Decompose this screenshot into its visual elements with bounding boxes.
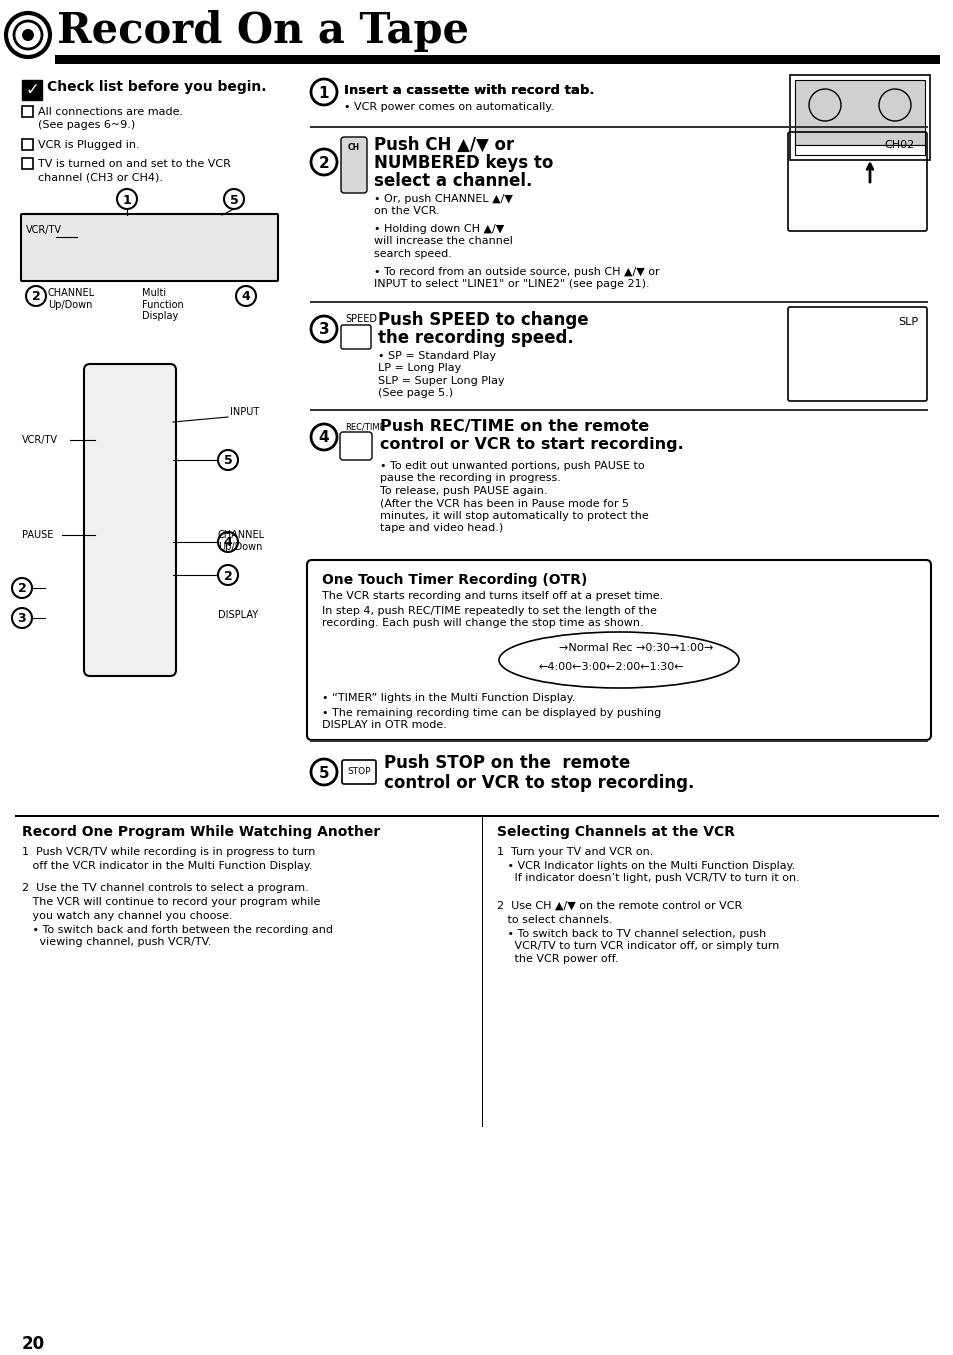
Text: control or VCR to stop recording.: control or VCR to stop recording. <box>384 774 694 793</box>
Text: Push SPEED to change: Push SPEED to change <box>377 312 588 329</box>
Text: Insert a cassette with record tab.: Insert a cassette with record tab. <box>344 84 594 98</box>
Bar <box>310 126 927 127</box>
Text: STOP: STOP <box>347 767 371 776</box>
Text: 5: 5 <box>318 766 329 780</box>
Text: PAUSE: PAUSE <box>22 530 53 541</box>
Bar <box>789 75 929 160</box>
Text: 1  Turn your TV and VCR on.: 1 Turn your TV and VCR on. <box>497 847 653 856</box>
Text: • To edit out unwanted portions, push PAUSE to
pause the recording in progress.
: • To edit out unwanted portions, push PA… <box>379 461 648 533</box>
Text: 3: 3 <box>318 322 329 337</box>
Text: Record On a Tape: Record On a Tape <box>57 9 469 51</box>
Text: DISPLAY: DISPLAY <box>218 610 258 621</box>
Text: NUMBERED keys to: NUMBERED keys to <box>374 154 553 172</box>
Text: CH: CH <box>348 144 359 152</box>
Text: 4: 4 <box>241 290 250 304</box>
Text: ←4:00←3:00←2:00←1:30←: ←4:00←3:00←2:00←1:30← <box>538 663 684 672</box>
Text: 2: 2 <box>31 290 40 304</box>
Text: 1: 1 <box>318 85 329 100</box>
FancyBboxPatch shape <box>21 214 277 280</box>
Text: →Normal Rec →0:30→1:00→: →Normal Rec →0:30→1:00→ <box>558 644 713 653</box>
Text: CHANNEL
Up/Down: CHANNEL Up/Down <box>218 530 265 551</box>
Text: Check list before you begin.: Check list before you begin. <box>47 80 266 93</box>
Text: SPEED: SPEED <box>345 314 376 324</box>
Bar <box>310 409 927 411</box>
Text: Push STOP on the  remote: Push STOP on the remote <box>384 753 630 772</box>
Text: VCR/TV: VCR/TV <box>26 225 62 234</box>
Bar <box>481 817 483 1127</box>
Text: 2  Use CH ▲/▼ on the remote control or VCR: 2 Use CH ▲/▼ on the remote control or VC… <box>497 901 741 911</box>
Text: • To switch back and forth between the recording and
     viewing channel, push : • To switch back and forth between the r… <box>22 925 333 947</box>
Bar <box>794 80 924 145</box>
Text: 1  Push VCR/TV while recording is in progress to turn: 1 Push VCR/TV while recording is in prog… <box>22 847 315 856</box>
Text: • VCR Indicator lights on the Multi Function Display.
     If indicator doesn’t : • VCR Indicator lights on the Multi Func… <box>497 860 799 883</box>
FancyBboxPatch shape <box>84 364 175 676</box>
Text: Record One Program While Watching Another: Record One Program While Watching Anothe… <box>22 825 380 839</box>
Bar <box>310 301 927 302</box>
Text: 20: 20 <box>22 1335 45 1354</box>
Text: Push REC/TIME on the remote: Push REC/TIME on the remote <box>379 419 649 434</box>
Text: In step 4, push REC/TIME repeatedly to set the length of the
recording. Each pus: In step 4, push REC/TIME repeatedly to s… <box>322 606 657 629</box>
Text: Push CH ▲/▼ or: Push CH ▲/▼ or <box>374 136 514 154</box>
Bar <box>22 106 33 117</box>
Text: 2: 2 <box>318 156 329 171</box>
Text: • Or, push CHANNEL ▲/▼
on the VCR.: • Or, push CHANNEL ▲/▼ on the VCR. <box>374 194 513 217</box>
Text: control or VCR to start recording.: control or VCR to start recording. <box>379 438 683 453</box>
Text: TV is turned on and set to the VCR
channel (CH3 or CH4).: TV is turned on and set to the VCR chann… <box>38 159 231 182</box>
FancyBboxPatch shape <box>307 560 930 740</box>
Text: to select channels.: to select channels. <box>497 915 612 925</box>
Text: 3: 3 <box>18 612 27 626</box>
Bar <box>22 80 42 100</box>
Bar <box>22 159 33 169</box>
Bar <box>310 740 927 741</box>
Text: INPUT: INPUT <box>230 406 259 417</box>
Text: VCR/TV: VCR/TV <box>22 435 58 444</box>
Bar <box>794 145 924 154</box>
Text: • Holding down CH ▲/▼
will increase the channel
search speed.: • Holding down CH ▲/▼ will increase the … <box>374 224 513 259</box>
Text: The VCR starts recording and turns itself off at a preset time.: The VCR starts recording and turns itsel… <box>322 591 662 602</box>
Text: Multi
Function
Display: Multi Function Display <box>142 289 184 321</box>
Bar <box>15 814 938 817</box>
Text: off the VCR indicator in the Multi Function Display.: off the VCR indicator in the Multi Funct… <box>22 860 313 871</box>
Text: • SP = Standard Play
LP = Long Play
SLP = Super Long Play
(See page 5.): • SP = Standard Play LP = Long Play SLP … <box>377 351 504 398</box>
Text: The VCR will continue to record your program while: The VCR will continue to record your pro… <box>22 897 320 906</box>
Text: • “TIMER” lights in the Multi Function Display.: • “TIMER” lights in the Multi Function D… <box>322 692 575 703</box>
Text: 5: 5 <box>230 194 238 206</box>
Text: select a channel.: select a channel. <box>374 172 532 190</box>
Text: CH02: CH02 <box>883 140 914 150</box>
Text: • VCR power comes on automatically.: • VCR power comes on automatically. <box>344 102 554 112</box>
Text: One Touch Timer Recording (OTR): One Touch Timer Recording (OTR) <box>322 573 587 587</box>
Text: 1: 1 <box>123 194 132 206</box>
Text: the recording speed.: the recording speed. <box>377 329 573 347</box>
Text: 2: 2 <box>223 569 233 583</box>
Text: 4: 4 <box>223 537 233 550</box>
Text: you watch any channel you choose.: you watch any channel you choose. <box>22 911 233 921</box>
Text: • To switch back to TV channel selection, push
     VCR/TV to turn VCR indicator: • To switch back to TV channel selection… <box>497 930 779 963</box>
Circle shape <box>22 28 34 41</box>
Text: 2: 2 <box>17 583 27 595</box>
Text: VCR is Plugged in.: VCR is Plugged in. <box>38 140 139 150</box>
Bar <box>22 140 33 150</box>
Text: • The remaining recording time can be displayed by pushing
DISPLAY in OTR mode.: • The remaining recording time can be di… <box>322 709 660 730</box>
Text: CHANNEL
Up/Down: CHANNEL Up/Down <box>48 289 95 309</box>
Text: All connections are made.
(See pages 6~9.): All connections are made. (See pages 6~9… <box>38 107 183 130</box>
Bar <box>55 56 939 64</box>
Text: Insert a cassette with record tab.: Insert a cassette with record tab. <box>344 84 594 98</box>
Text: • To record from an outside source, push CH ▲/▼ or
INPUT to select "LINE1" or "L: • To record from an outside source, push… <box>374 267 659 290</box>
Text: ✓: ✓ <box>25 81 39 99</box>
FancyBboxPatch shape <box>340 137 367 192</box>
Text: 4: 4 <box>318 431 329 446</box>
Text: 5: 5 <box>223 454 233 467</box>
Text: REC/TIME: REC/TIME <box>345 421 384 431</box>
Text: SLP: SLP <box>897 317 917 327</box>
Text: 2  Use the TV channel controls to select a program.: 2 Use the TV channel controls to select … <box>22 883 309 893</box>
Text: Selecting Channels at the VCR: Selecting Channels at the VCR <box>497 825 734 839</box>
